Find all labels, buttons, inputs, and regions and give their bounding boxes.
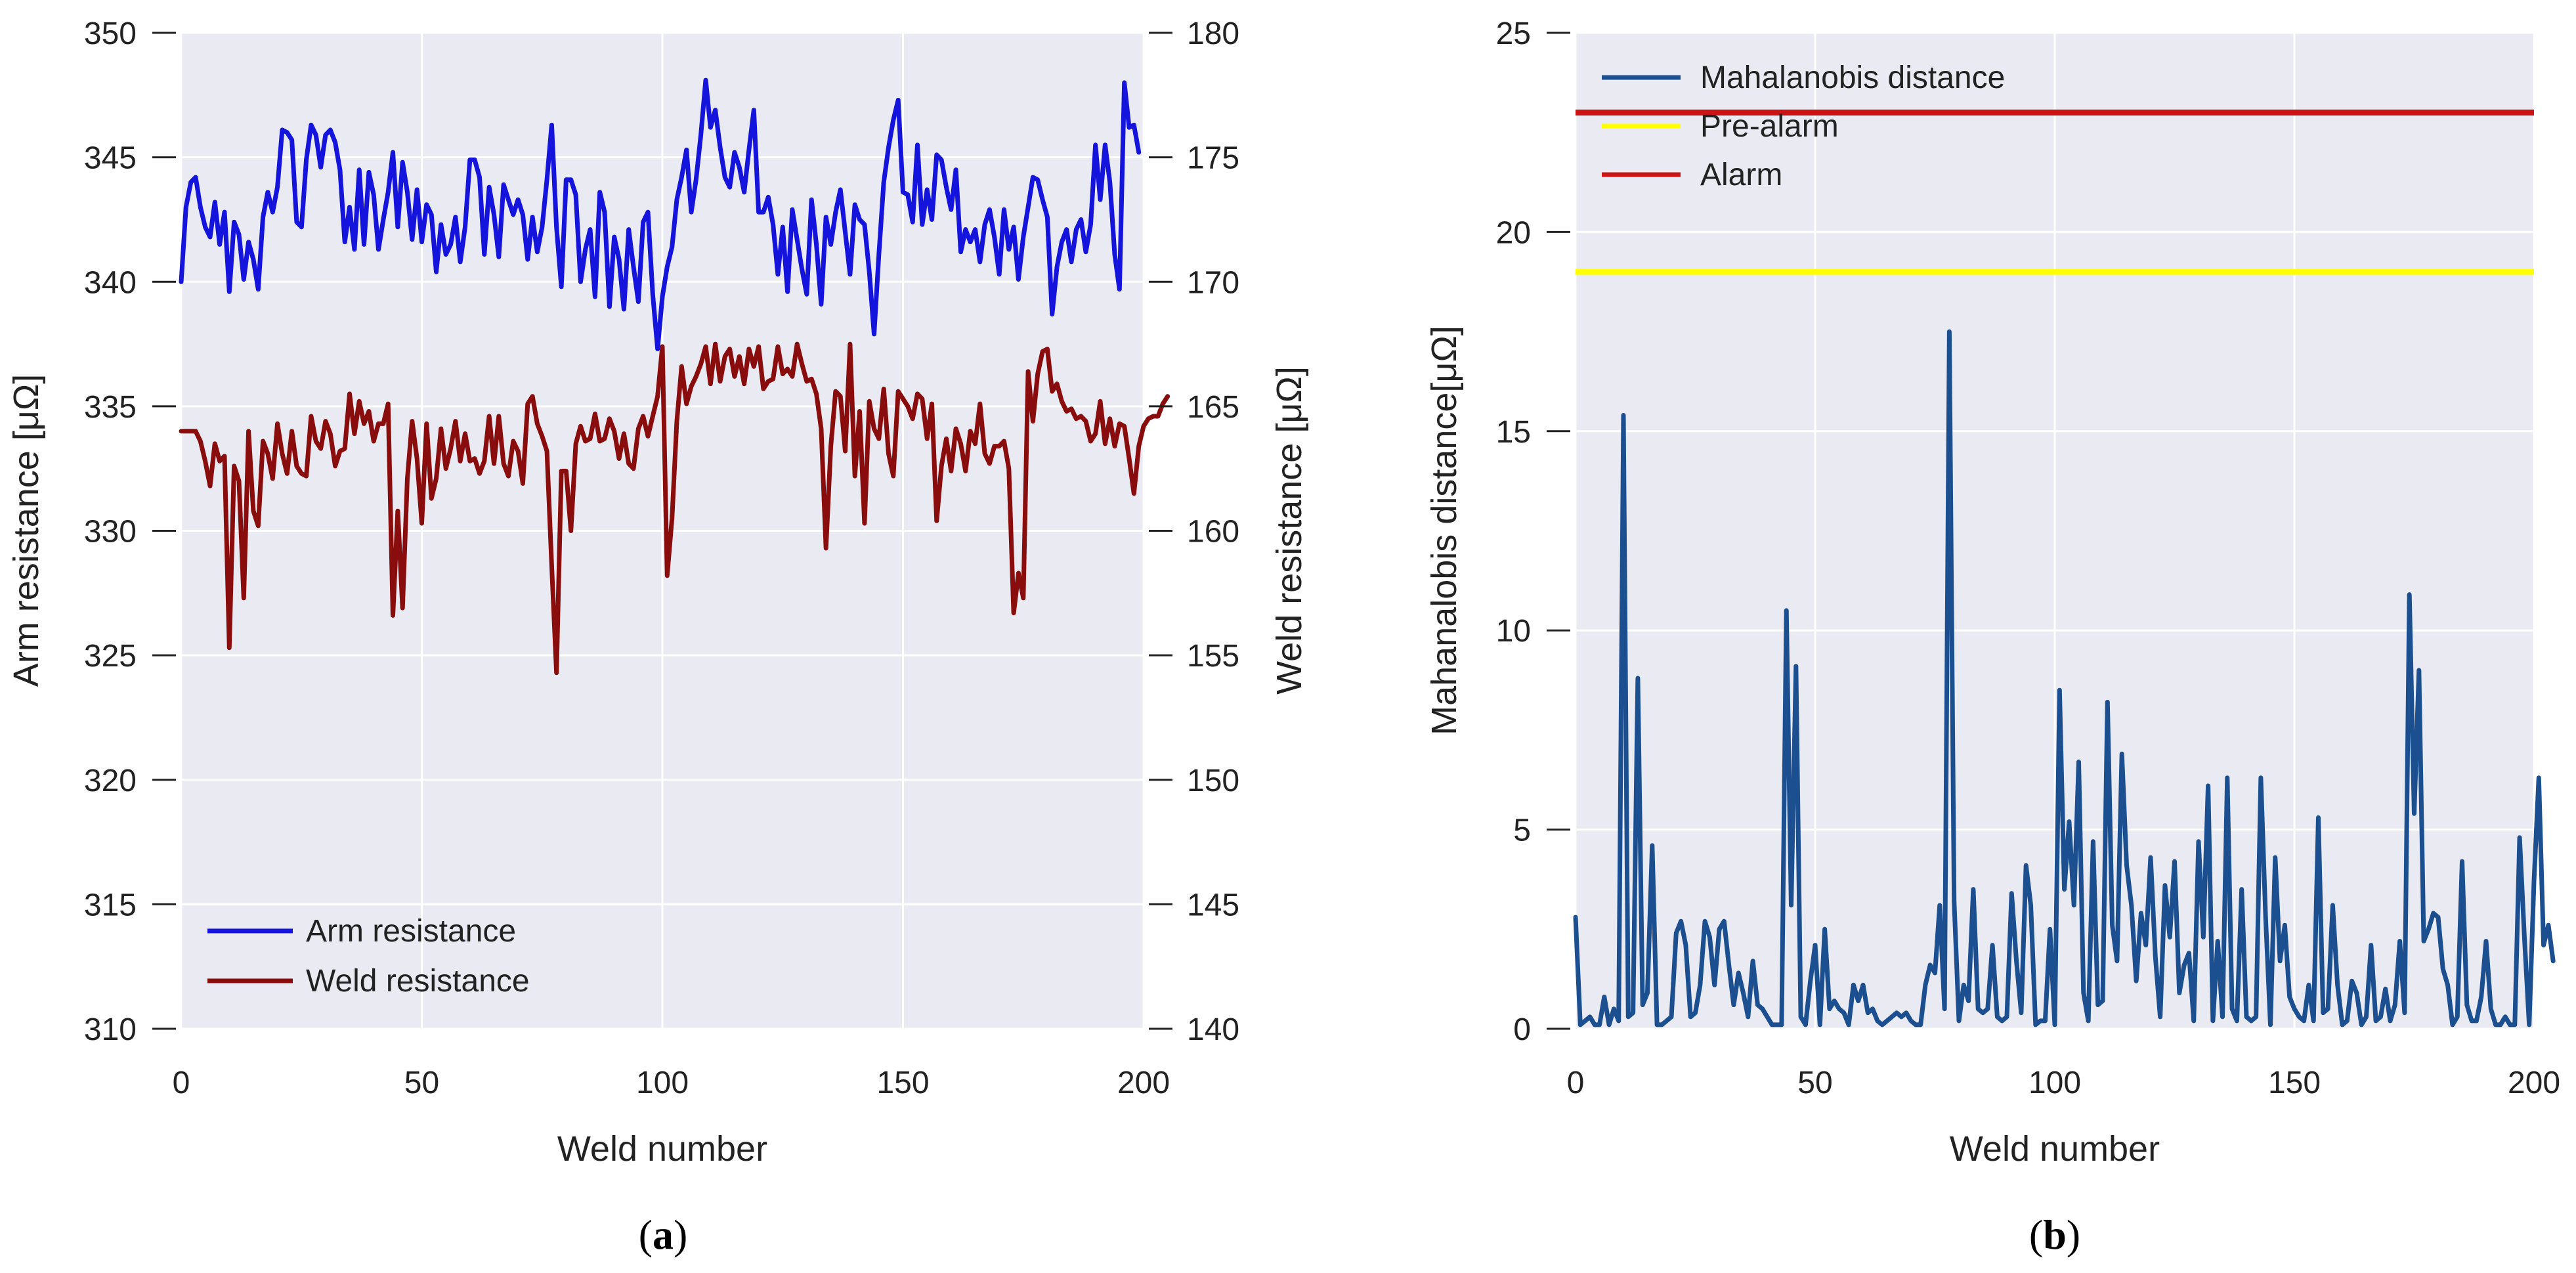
series-line-arm-resistance xyxy=(179,77,1142,352)
y-tick-label: 20 xyxy=(1496,215,1531,250)
y-right-tick-label: 140 xyxy=(1187,1012,1239,1047)
panel-a-series xyxy=(179,77,1170,676)
legend-label-alarm: Alarm xyxy=(1700,158,1782,192)
y-tick-label: 345 xyxy=(84,141,137,176)
y-tick-label: 315 xyxy=(84,888,137,922)
panel-b-caption-close: ) xyxy=(2067,1211,2080,1258)
y-right-tick-label: 175 xyxy=(1187,141,1239,176)
panel-b-grid xyxy=(1574,32,2535,1030)
panel-a: 310 315 320 325 330 335 340 345 350 140 145 150 155… xyxy=(7,16,1309,1258)
panel-a-left-axis: 310 315 320 325 330 335 340 345 350 xyxy=(84,16,176,1047)
x-tick-label: 50 xyxy=(1797,1066,1832,1100)
legend-label-arm-resistance: Arm resistance xyxy=(306,914,516,949)
panel-a-caption-letter: a xyxy=(653,1211,674,1258)
legend-label-mahalanobis-distance: Mahalanobis distance xyxy=(1700,60,2005,95)
y-right-tick-label: 165 xyxy=(1187,390,1239,425)
y-right-tick-label: 155 xyxy=(1187,639,1239,674)
series-line-mahalanobis-distance xyxy=(1573,329,2556,1027)
y-tick-label: 310 xyxy=(84,1012,137,1047)
y-tick-label: 5 xyxy=(1513,813,1531,848)
y-right-tick-label: 180 xyxy=(1187,16,1239,51)
panel-b-xlabel: Weld number xyxy=(1950,1129,2160,1169)
panel-b-legend: Mahalanobis distance Pre-alarm Alarm xyxy=(1602,60,2005,192)
y-right-tick-label: 145 xyxy=(1187,888,1239,922)
y-tick-label: 350 xyxy=(84,16,137,51)
y-tick-label: 0 xyxy=(1513,1012,1531,1047)
y-tick-label: 320 xyxy=(84,764,137,798)
y-right-tick-label: 160 xyxy=(1187,515,1239,550)
panel-b-series xyxy=(1573,109,2556,1027)
panel-a-x-axis: 0 50 100 150 200 xyxy=(173,1066,1170,1100)
panel-b-caption-open: ( xyxy=(2029,1211,2043,1258)
x-tick-label: 0 xyxy=(1567,1066,1585,1100)
x-tick-label: 50 xyxy=(404,1066,439,1100)
y-tick-label: 325 xyxy=(84,639,137,674)
y-tick-label: 335 xyxy=(84,390,137,425)
panel-b-caption: (b) xyxy=(2029,1211,2080,1258)
x-tick-label: 200 xyxy=(1117,1066,1170,1100)
panel-b-y-axis: 0 5 10 15 20 25 xyxy=(1496,16,1570,1047)
panel-b: 0 5 10 15 20 25 0 50 100 150 200 Weld number Maha… xyxy=(1425,16,2560,1258)
y-right-tick-label: 170 xyxy=(1187,265,1239,300)
x-tick-label: 200 xyxy=(2508,1066,2560,1100)
panel-a-xlabel: Weld number xyxy=(557,1129,767,1169)
x-tick-label: 100 xyxy=(2029,1066,2081,1100)
panel-a-ylabel: Arm resistance [μΩ] xyxy=(7,374,46,687)
y-tick-label: 15 xyxy=(1496,415,1531,450)
panel-a-caption: (a) xyxy=(639,1211,688,1258)
panel-a-right-axis: 140 145 150 155 160 165 170 175 180 xyxy=(1149,16,1239,1047)
y-tick-label: 25 xyxy=(1496,16,1531,51)
x-tick-label: 100 xyxy=(636,1066,689,1100)
y-right-tick-label: 150 xyxy=(1187,764,1239,798)
y-tick-label: 10 xyxy=(1496,614,1531,649)
y-tick-label: 330 xyxy=(84,515,137,550)
legend-label-weld-resistance: Weld resistance xyxy=(306,964,530,999)
panel-b-ylabel: Mahanalobis distance[μΩ] xyxy=(1425,326,1464,735)
y-tick-label: 340 xyxy=(84,265,137,300)
series-line-weld-resistance xyxy=(179,341,1170,676)
panel-a-caption-open: ( xyxy=(639,1211,653,1258)
panel-a-caption-close: ) xyxy=(674,1211,687,1258)
x-tick-label: 0 xyxy=(173,1066,190,1100)
legend-label-pre-alarm: Pre-alarm xyxy=(1700,109,1839,144)
x-tick-label: 150 xyxy=(876,1066,929,1100)
panel-a-ylabel-right: Weld resistance [μΩ] xyxy=(1270,366,1309,695)
panel-b-x-axis: 0 50 100 150 200 xyxy=(1567,1066,2560,1100)
x-tick-label: 150 xyxy=(2268,1066,2321,1100)
panel-b-caption-letter: b xyxy=(2043,1211,2067,1258)
panel-a-legend: Arm resistance Weld resistance xyxy=(207,914,530,999)
